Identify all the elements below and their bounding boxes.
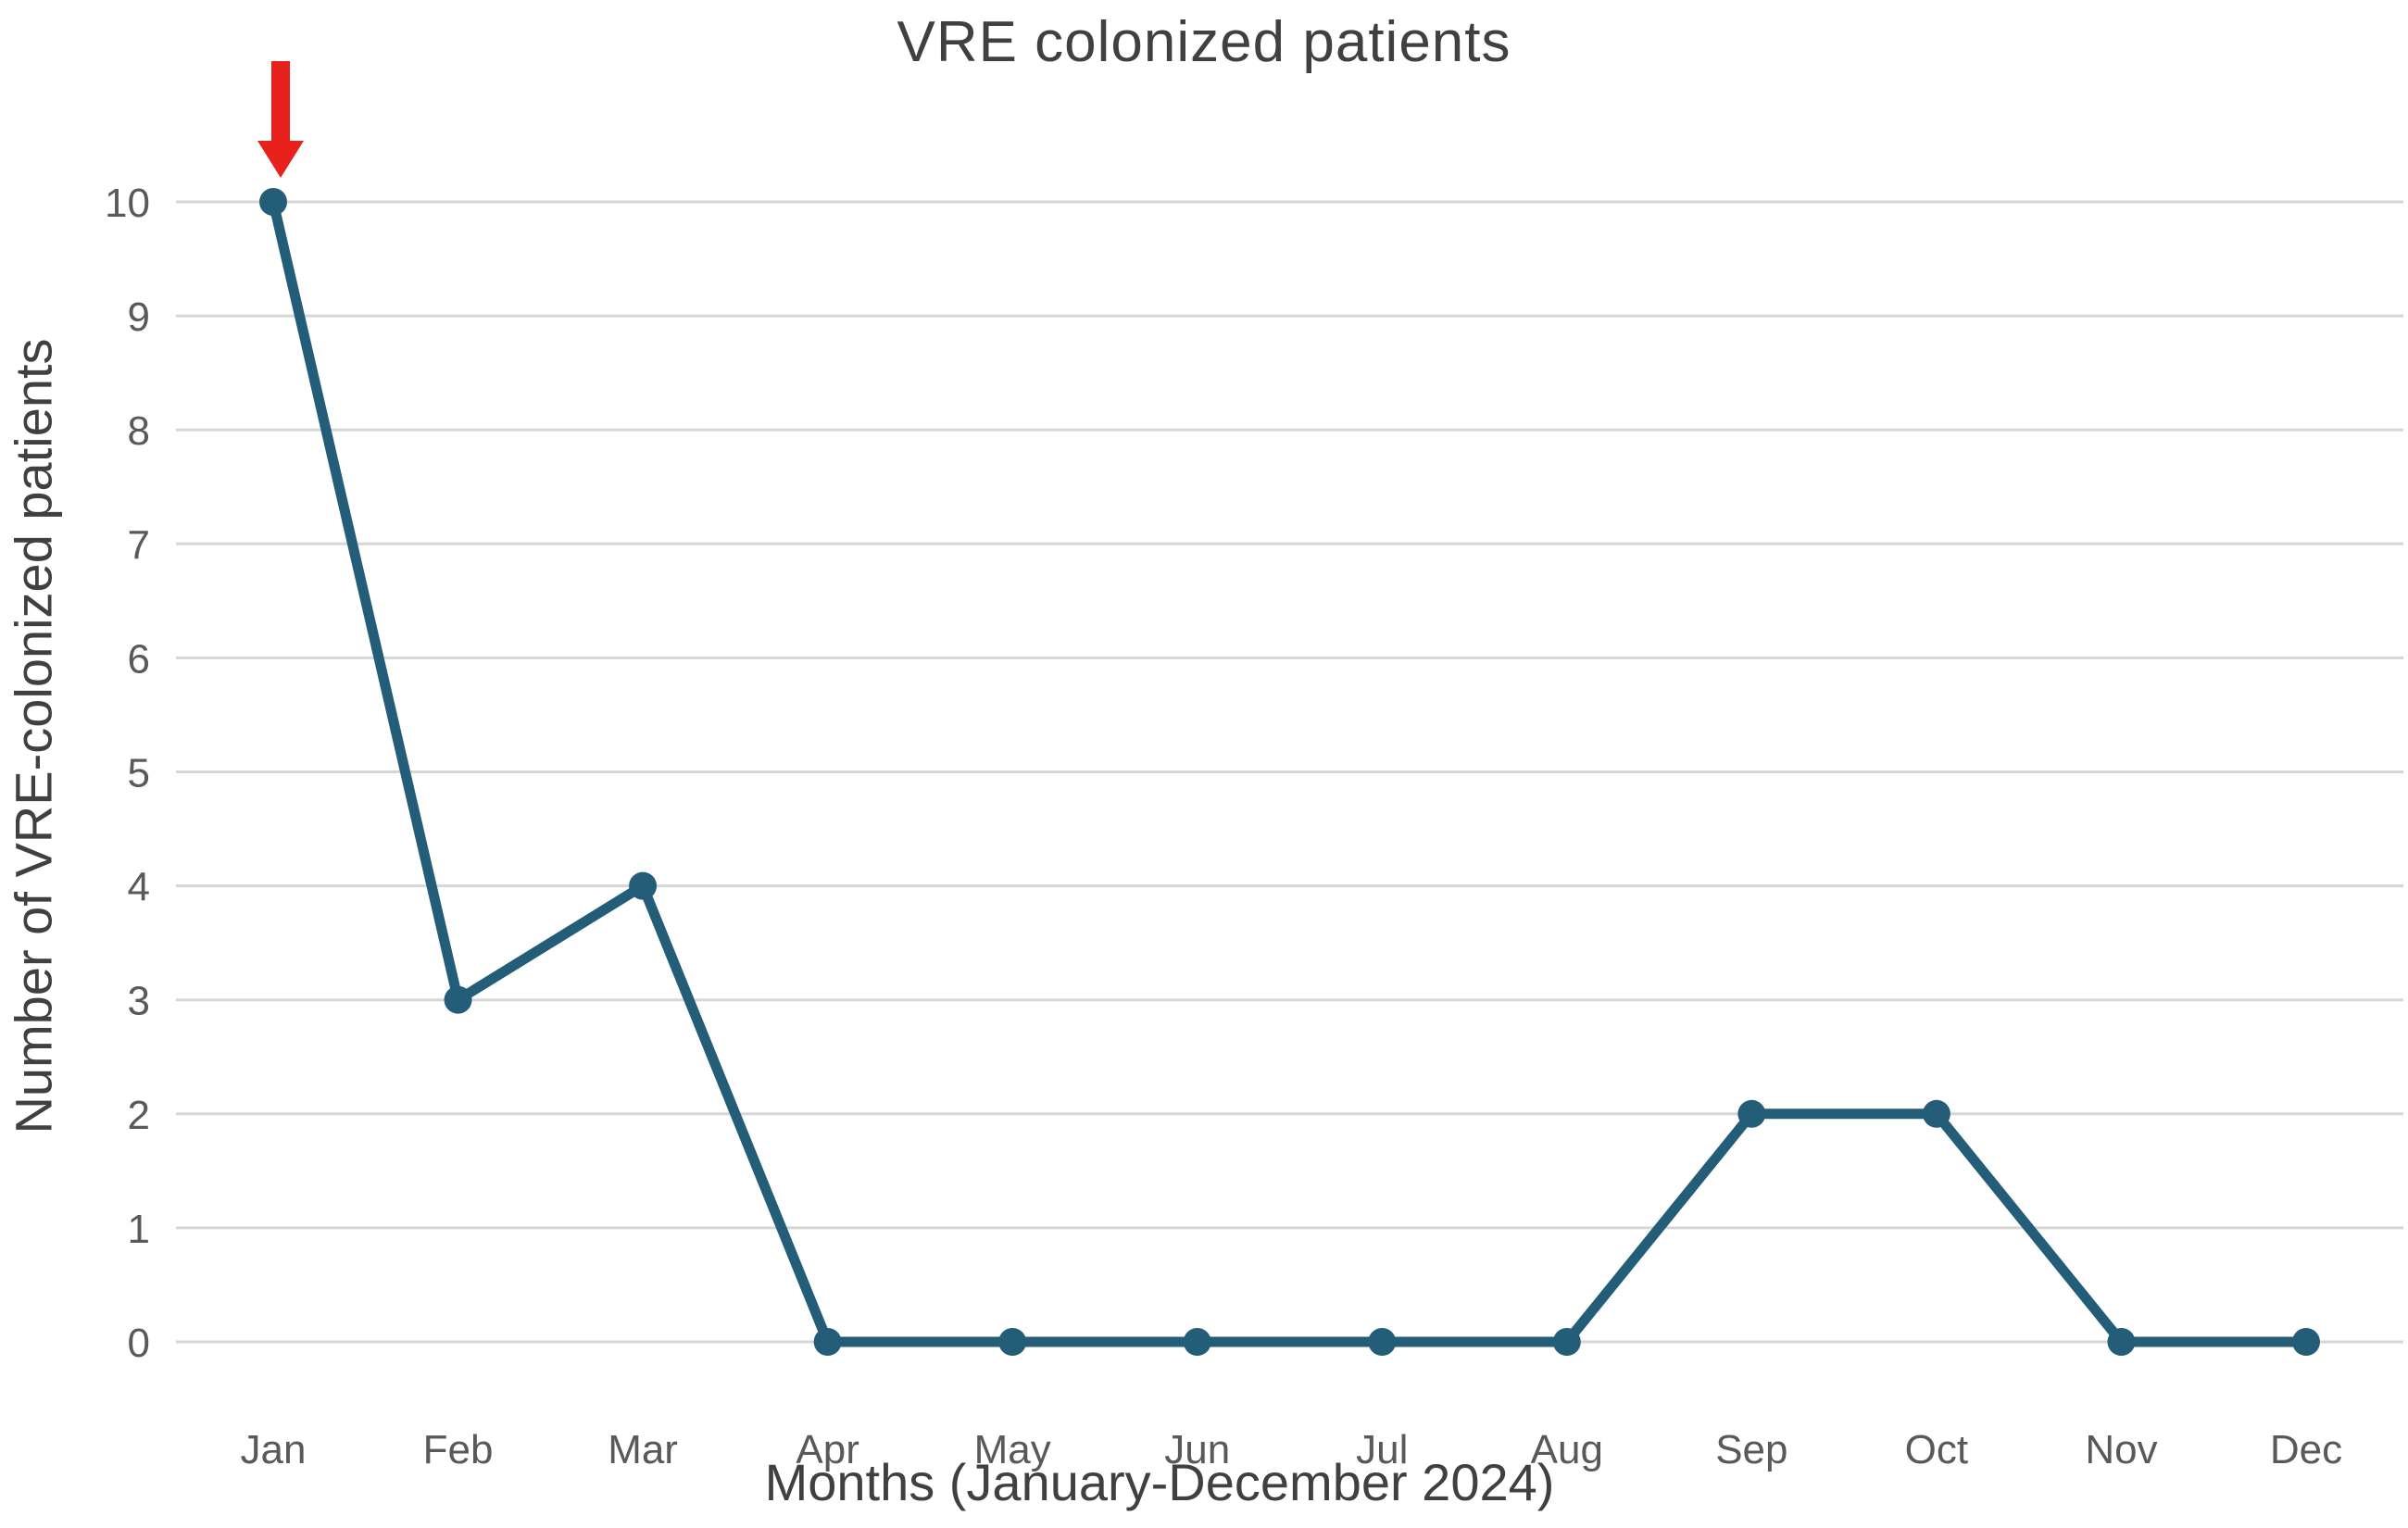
- y-tick-label: 5: [128, 751, 150, 796]
- data-point-marker: [2107, 1328, 2136, 1356]
- data-point-marker: [1183, 1328, 1211, 1356]
- chart-title: VRE colonized patients: [897, 10, 1511, 74]
- data-point-marker: [444, 985, 472, 1014]
- y-tick-label: 0: [128, 1321, 150, 1366]
- data-point-marker: [998, 1328, 1027, 1356]
- x-axis-title: Months (January-December 2024): [764, 1453, 1555, 1511]
- data-point-marker: [1552, 1328, 1581, 1356]
- data-point-marker: [2292, 1328, 2320, 1356]
- y-tick-label: 2: [128, 1093, 150, 1138]
- y-tick-label: 1: [128, 1207, 150, 1252]
- x-tick-label: Oct: [1905, 1427, 1968, 1472]
- y-tick-label: 9: [128, 294, 150, 340]
- data-point-marker: [813, 1328, 842, 1356]
- x-tick-label: Feb: [423, 1427, 494, 1472]
- x-tick-label: Aug: [1531, 1427, 1603, 1472]
- annotation-arrow-head: [257, 141, 304, 178]
- data-point-marker: [1922, 1099, 1950, 1128]
- data-point-marker: [259, 188, 287, 216]
- x-tick-label: Jul: [1356, 1427, 1408, 1472]
- data-point-marker: [1737, 1099, 1766, 1128]
- y-tick-label: 10: [105, 181, 150, 226]
- data-point-marker: [1368, 1328, 1397, 1356]
- x-tick-label: Mar: [608, 1427, 678, 1472]
- y-tick-label: 8: [128, 408, 150, 454]
- y-tick-label: 6: [128, 636, 150, 682]
- x-tick-label: May: [974, 1427, 1051, 1472]
- series-line: [268, 196, 2312, 1347]
- x-tick-label: Apr: [796, 1427, 859, 1472]
- y-tick-label: 4: [128, 865, 150, 910]
- annotation-arrow-shaft: [271, 61, 290, 143]
- x-tick-label: Jun: [1164, 1427, 1230, 1472]
- x-tick-label: Sep: [1715, 1427, 1787, 1472]
- x-tick-label: Jan: [241, 1427, 307, 1472]
- x-tick-label: Dec: [2270, 1427, 2342, 1472]
- y-tick-label: 3: [128, 979, 150, 1024]
- x-tick-label: Nov: [2085, 1427, 2157, 1472]
- data-point-marker: [629, 871, 658, 900]
- y-tick-label: 7: [128, 522, 150, 568]
